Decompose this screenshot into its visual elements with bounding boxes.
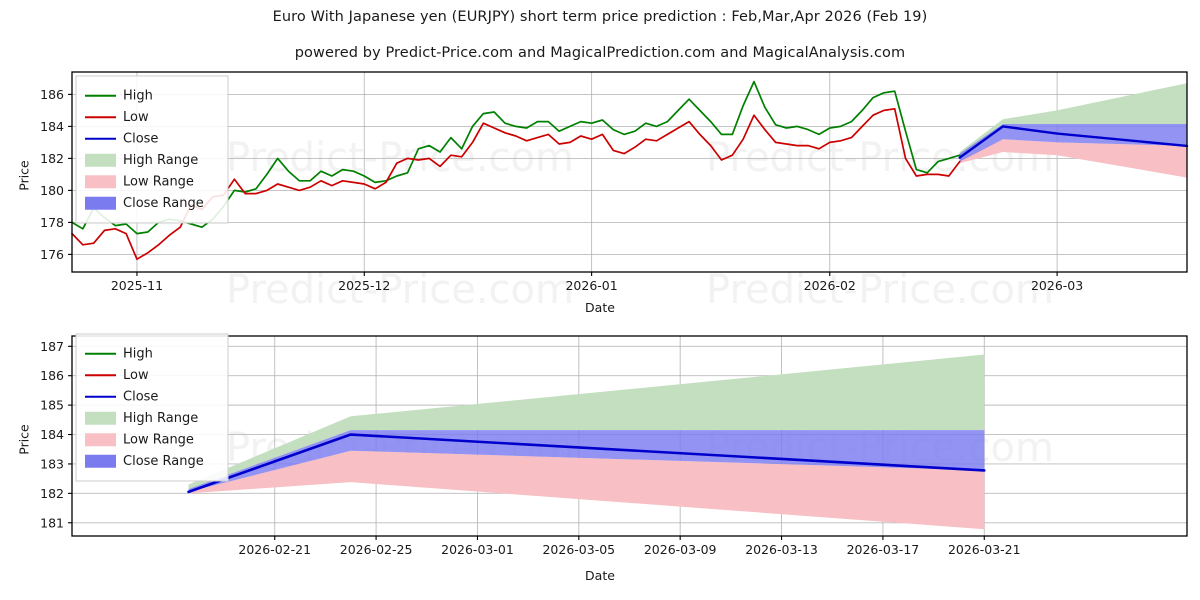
bottom-chart-svg: Predict-Price.comPredict-Price.com181182… bbox=[40, 333, 1188, 557]
low-range-band bbox=[188, 450, 985, 530]
bottom-chart-panel: Predict-Price.comPredict-Price.com181182… bbox=[0, 320, 1200, 600]
x-tick-label: 2026-03-13 bbox=[745, 542, 818, 557]
top-x-axis-label: Date bbox=[585, 300, 615, 315]
legend-item-close[interactable]: Close bbox=[85, 131, 158, 146]
legend-item-label: Low Range bbox=[123, 174, 194, 189]
y-tick-label: 186 bbox=[40, 368, 64, 383]
legend-item-label: Low bbox=[123, 110, 149, 125]
legend-patch-swatch bbox=[85, 454, 116, 468]
legend-item-label: Close bbox=[123, 131, 158, 146]
y-tick-label: 184 bbox=[40, 427, 64, 442]
axes: 176 178 180 182 184 186 2025-11 2025-12 2026-01 2… bbox=[40, 71, 1188, 293]
legend-patch-swatch bbox=[85, 196, 116, 210]
close-range-band bbox=[188, 430, 985, 492]
low-range-band bbox=[959, 139, 1187, 178]
page-subtitle: powered by Predict-Price.com and Magical… bbox=[294, 45, 906, 61]
y-tick-label: 178 bbox=[40, 215, 64, 230]
y-tick-label: 186 bbox=[40, 87, 64, 102]
legend-item-high-range[interactable]: High Range bbox=[85, 153, 198, 168]
close-forecast-line bbox=[958, 125, 1189, 159]
x-tick-label: 2026-03 bbox=[1031, 278, 1083, 293]
high-range-band bbox=[959, 83, 1187, 156]
svg-text:Predict-Price.com: Predict-Price.com bbox=[706, 267, 1054, 313]
legend-item-low-range[interactable]: Low Range bbox=[85, 174, 194, 189]
x-tick-label: 2026-03-01 bbox=[441, 542, 514, 557]
legend-item-close-range[interactable]: Close Range bbox=[85, 454, 204, 469]
y-tick-label: 182 bbox=[40, 151, 64, 166]
x-tick-label: 2026-03-09 bbox=[644, 542, 717, 557]
watermark: Predict-Price.com Predict-Price.comPredic… bbox=[226, 135, 1054, 313]
y-tick-label: 183 bbox=[40, 456, 64, 471]
legend-item-label: Low Range bbox=[123, 432, 194, 447]
high-range-band bbox=[188, 354, 985, 489]
legend-item-close-range[interactable]: Close Range bbox=[85, 196, 204, 211]
legend-item-label: High bbox=[123, 346, 153, 361]
close-range-band bbox=[959, 124, 1187, 162]
x-tick-label: 2026-02-21 bbox=[238, 542, 311, 557]
chart-legend: High Low Close High Range Low Range Close Ran… bbox=[75, 75, 229, 224]
x-tick-label: 2026-02 bbox=[804, 278, 856, 293]
legend-patch-swatch bbox=[85, 175, 116, 189]
axes: 181 182 183 184 185 186 187 2026-02-21 2026-02-2… bbox=[40, 335, 1188, 557]
page-title: Euro With Japanese yen (EURJPY) short te… bbox=[272, 9, 928, 25]
legend-patch-swatch bbox=[85, 411, 116, 425]
legend-item-low[interactable]: Low bbox=[85, 368, 149, 383]
y-tick-label: 181 bbox=[40, 515, 64, 530]
top-chart-panel: Predict-Price.com Predict-Price.com Predic… bbox=[40, 71, 1189, 313]
y-tick-label: 182 bbox=[40, 486, 64, 501]
svg-text:Predict-Price.com: Predict-Price.com bbox=[226, 267, 574, 313]
legend-item-low-range[interactable]: Low Range bbox=[85, 432, 194, 447]
y-tick-label: 176 bbox=[40, 247, 64, 262]
y-tick-label: 187 bbox=[40, 339, 64, 354]
legend-item-high[interactable]: High bbox=[85, 88, 153, 103]
legend-item-high-range[interactable]: High Range bbox=[85, 411, 198, 426]
y-tick-label: 184 bbox=[40, 119, 64, 134]
top-chart-svg: Predict-Price.com Predict-Price.comPredic… bbox=[40, 71, 1189, 313]
chart-legend: High Low Close High Range Low Range Close Ran… bbox=[75, 333, 229, 482]
legend-item-label: Close Range bbox=[123, 196, 204, 211]
x-tick-label: 2026-03-17 bbox=[847, 542, 920, 557]
x-tick-label: 2025-11 bbox=[111, 278, 163, 293]
x-tick-label: 2026-01 bbox=[565, 278, 617, 293]
legend-item-high[interactable]: High bbox=[85, 346, 153, 361]
legend-patch-swatch bbox=[85, 153, 116, 167]
legend-patch-swatch bbox=[85, 433, 116, 447]
legend-item-label: High Range bbox=[123, 153, 198, 168]
legend-item-label: Low bbox=[123, 368, 149, 383]
x-tick-label: 2026-02-25 bbox=[340, 542, 413, 557]
x-tick-label: 2026-03-05 bbox=[542, 542, 615, 557]
close-series-line bbox=[187, 433, 986, 494]
y-tick-label: 180 bbox=[40, 183, 64, 198]
y-tick-label: 185 bbox=[40, 398, 64, 413]
bottom-x-axis-label: Date bbox=[585, 568, 615, 583]
legend-item-label: High bbox=[123, 88, 153, 103]
legend-item-label: Close Range bbox=[123, 454, 204, 469]
legend-item-label: Close bbox=[123, 389, 158, 404]
x-tick-label: 2026-03-21 bbox=[948, 542, 1021, 557]
top-y-axis-label: Price bbox=[16, 160, 32, 191]
legend-item-close[interactable]: Close bbox=[85, 389, 158, 404]
x-tick-label: 2025-12 bbox=[338, 278, 390, 293]
legend-item-label: High Range bbox=[123, 411, 198, 426]
legend-item-low[interactable]: Low bbox=[85, 110, 149, 125]
bottom-y-axis-label: Price bbox=[16, 424, 32, 455]
